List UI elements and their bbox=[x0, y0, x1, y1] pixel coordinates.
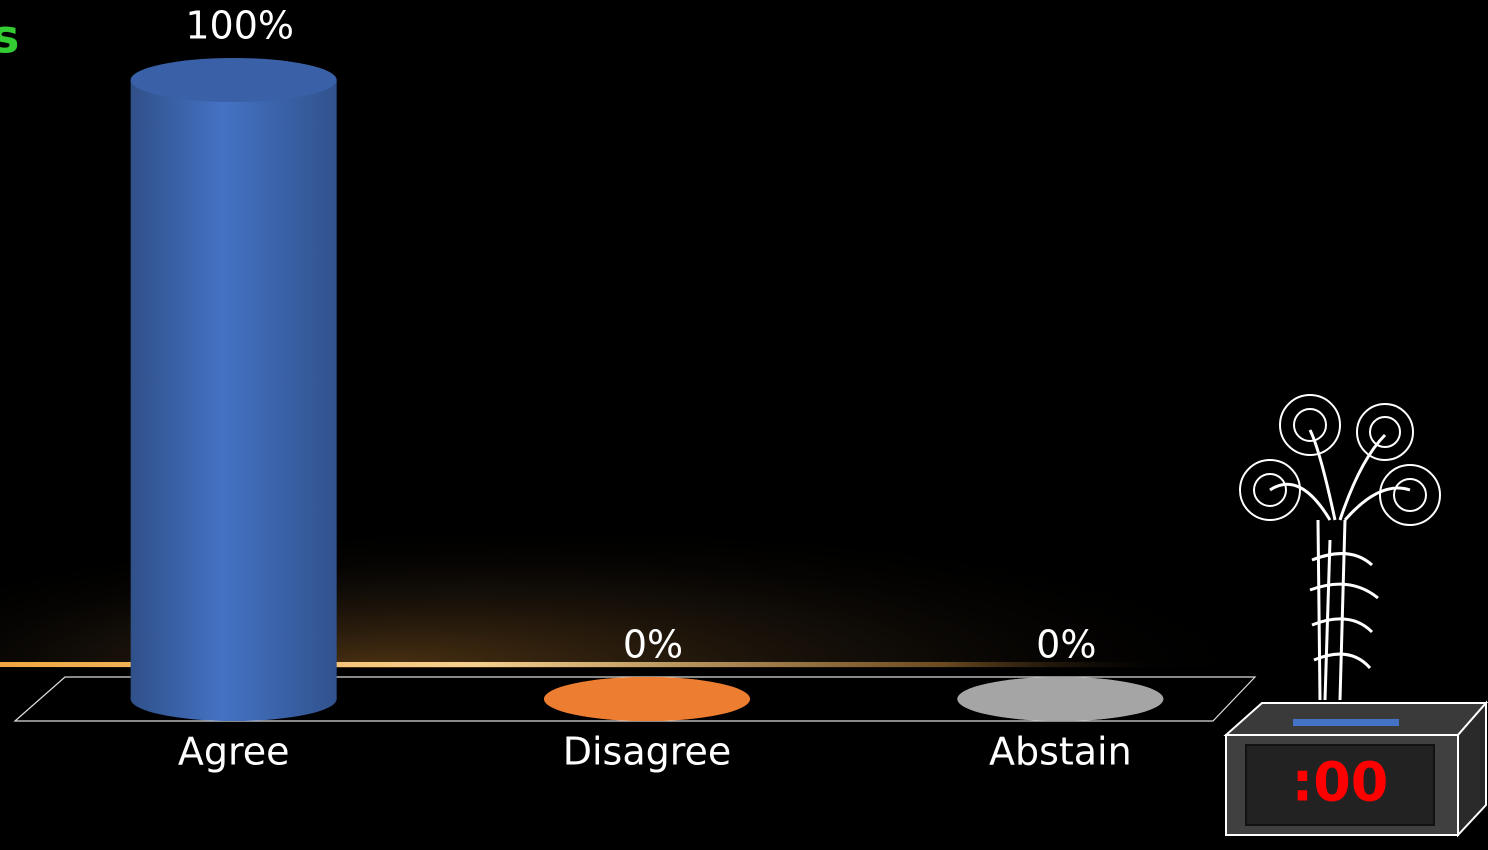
cylinder-bar bbox=[130, 58, 337, 721]
timer-indicator bbox=[1293, 719, 1399, 726]
tree-illustration bbox=[1239, 394, 1441, 701]
cylinder-bar bbox=[544, 677, 750, 721]
timer-text: :00 bbox=[1292, 751, 1389, 814]
category-label: Disagree bbox=[563, 730, 732, 774]
chart-floor bbox=[13, 676, 1257, 722]
cylinder-top bbox=[957, 677, 1164, 721]
plot-area: 100% Agree 0% Disagree 0% Abstain bbox=[130, 4, 1164, 774]
category-label: Abstain bbox=[989, 730, 1132, 774]
timer-box: :00 bbox=[1223, 700, 1488, 838]
value-label: 0% bbox=[623, 623, 683, 667]
category-label: Agree bbox=[178, 730, 290, 774]
horizon-line bbox=[0, 662, 1180, 667]
cylinder-bar bbox=[957, 677, 1164, 721]
timer-display bbox=[1245, 744, 1435, 826]
value-label: 100% bbox=[185, 4, 294, 48]
cylinder-top bbox=[544, 677, 750, 721]
cylinder-body bbox=[130, 80, 337, 699]
cylinder-top bbox=[130, 58, 337, 102]
title-fragment: s bbox=[0, 10, 19, 64]
value-label: 0% bbox=[1036, 623, 1096, 667]
